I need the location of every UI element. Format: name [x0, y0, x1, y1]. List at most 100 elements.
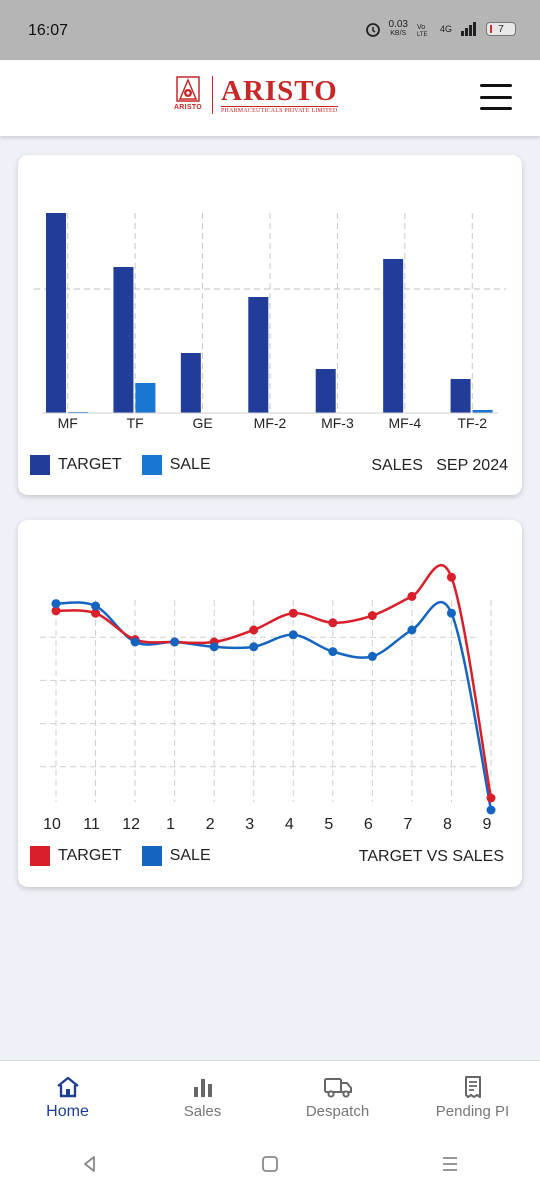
- home-icon: [56, 1076, 79, 1098]
- bar-sale-tf: [135, 383, 156, 413]
- volte-icon: Vo LTE: [417, 24, 428, 37]
- legend-target-label: TARGET: [58, 456, 122, 473]
- point-target-3: [249, 625, 259, 635]
- status-time: 16:07: [28, 22, 69, 39]
- point-target-8: [446, 572, 456, 582]
- receipt-icon: [464, 1076, 481, 1098]
- bottom-nav: Home Sales Despatch Pending PI: [0, 1060, 540, 1140]
- line-x-tick-label: 5: [324, 816, 333, 833]
- line-chart-legend: TARGET SALE: [30, 846, 211, 866]
- line-chart-caption: TARGET VS SALES: [358, 848, 504, 865]
- recents-icon[interactable]: [430, 1148, 470, 1180]
- status-bar: 16:07 0.03 KB/S Vo LTE 4G 7: [0, 0, 540, 60]
- bar-x-tick-label: TF: [127, 415, 144, 431]
- logo-text: ARISTO PHARMACEUTICALS PRIVATE LIMITED: [221, 76, 338, 114]
- line-x-tick-label: 8: [443, 816, 452, 833]
- line-x-tick-label: 11: [83, 816, 100, 833]
- brand-subtitle: PHARMACEUTICALS PRIVATE LIMITED: [221, 106, 338, 114]
- legend-sale-swatch: [141, 455, 162, 475]
- bar-chart-legend: TARGET SALE: [30, 455, 211, 475]
- bar-x-tick-label: MF: [58, 415, 78, 431]
- nav-sales[interactable]: Sales: [135, 1061, 270, 1140]
- net-speed: 0.03 KB/S: [389, 20, 408, 38]
- point-target-5: [328, 618, 338, 628]
- point-sale-9: [486, 805, 496, 815]
- brand-logo: ARISTO ARISTO PHARMACEUTICALS PRIVATE LI…: [170, 76, 338, 114]
- net-speed-unit: KB/S: [390, 30, 407, 37]
- series-line-target: [55, 564, 493, 799]
- bar-x-tick-label: MF-4: [389, 415, 422, 431]
- bar-x-tick-label: MF-2: [254, 415, 287, 431]
- point-target-7: [407, 591, 417, 601]
- point-target-11: [91, 608, 101, 618]
- nav-home[interactable]: Home: [0, 1061, 135, 1140]
- network-type: 4G: [439, 24, 452, 34]
- line-x-tick-label: 7: [403, 816, 412, 833]
- bar-target-mf: [46, 213, 66, 413]
- logo-mark-text: ARISTO: [173, 104, 203, 111]
- legend-sale-swatch: [141, 846, 162, 866]
- status-icons: 0.03 KB/S Vo LTE 4G 7: [365, 20, 516, 38]
- back-icon[interactable]: [70, 1148, 110, 1180]
- logo-divider: [212, 76, 213, 114]
- legend-target-label: TARGET: [58, 847, 122, 864]
- series-line-sale: [55, 600, 493, 811]
- nav-sales-label: Sales: [183, 1103, 222, 1120]
- net-speed-value: 0.03: [388, 19, 408, 30]
- line-x-tick-label: 12: [122, 816, 140, 833]
- point-target-6: [367, 611, 377, 621]
- line-x-tick-label: 4: [285, 816, 294, 833]
- logo-emblem-icon: [176, 76, 200, 102]
- bar-chart-caption: SALES SEP 2024: [371, 457, 508, 474]
- svg-text:Vo: Vo: [417, 24, 425, 31]
- nav-home-label: Home: [46, 1103, 89, 1120]
- home-square-icon[interactable]: [250, 1148, 290, 1180]
- point-sale-11: [91, 601, 101, 611]
- legend-sale-label: SALE: [169, 456, 211, 473]
- point-sale-3: [249, 642, 259, 652]
- nav-pending-pi[interactable]: Pending PI: [405, 1061, 540, 1140]
- nav-despatch[interactable]: Despatch: [270, 1061, 405, 1140]
- bar-target-tf-2: [450, 379, 471, 413]
- point-sale-8: [446, 608, 456, 618]
- signal-icon: [461, 22, 476, 36]
- point-sale-7: [407, 625, 417, 635]
- bar-sale-tf-2: [472, 410, 493, 413]
- bar-target-mf-2: [248, 297, 269, 413]
- hamburger-menu-icon[interactable]: [480, 84, 512, 110]
- point-target-9: [486, 793, 496, 803]
- brand-name: ARISTO: [221, 75, 338, 107]
- point-target-4: [288, 608, 298, 618]
- line-x-tick-label: 2: [206, 816, 215, 833]
- target-vs-sales-line-chart: 10 11 12 1 2 3 4 5 6 7 8 9: [40, 564, 496, 833]
- bar-target-mf-3: [315, 369, 336, 413]
- system-nav-bar: [0, 1140, 540, 1188]
- bar-x-tick-label: TF-2: [458, 415, 488, 431]
- sales-bar-chart: MF TF GE MF-2 MF-3 MF-4 TF-2: [34, 213, 506, 431]
- point-target-10: [51, 606, 61, 616]
- point-sale-6: [367, 651, 377, 661]
- logo-mark: ARISTO: [170, 76, 206, 111]
- point-sale-1: [170, 637, 180, 647]
- truck-icon: [323, 1078, 352, 1098]
- point-sale-4: [288, 630, 298, 640]
- svg-text:LTE: LTE: [417, 32, 428, 37]
- bar-target-tf: [113, 267, 134, 413]
- target-vs-sales-line-chart-card: 10 11 12 1 2 3 4 5 6 7 8 9 TARGET SALE TARGET VS SA…: [18, 520, 522, 887]
- bar-x-tick-label: MF-3: [321, 415, 354, 431]
- point-sale-12: [130, 637, 140, 647]
- line-x-tick-label: 1: [166, 816, 175, 833]
- point-sale-10: [51, 599, 61, 609]
- point-sale-5: [328, 647, 338, 657]
- sales-bar-chart-card: MF TF GE MF-2 MF-3 MF-4 TF-2 TARGET SALE SALES…: [18, 155, 522, 495]
- legend-sale-label: SALE: [169, 847, 211, 864]
- battery-icon: 7: [486, 22, 516, 36]
- line-x-tick-label: 6: [364, 816, 373, 833]
- alarm-icon: [365, 23, 380, 37]
- bar-target-mf-4: [383, 259, 404, 413]
- line-x-tick-label: 9: [483, 816, 492, 833]
- bar-chart-icon: [193, 1079, 212, 1097]
- nav-pending-pi-label: Pending PI: [435, 1103, 510, 1120]
- line-x-tick-label: 10: [43, 816, 61, 833]
- point-sale-2: [209, 642, 219, 652]
